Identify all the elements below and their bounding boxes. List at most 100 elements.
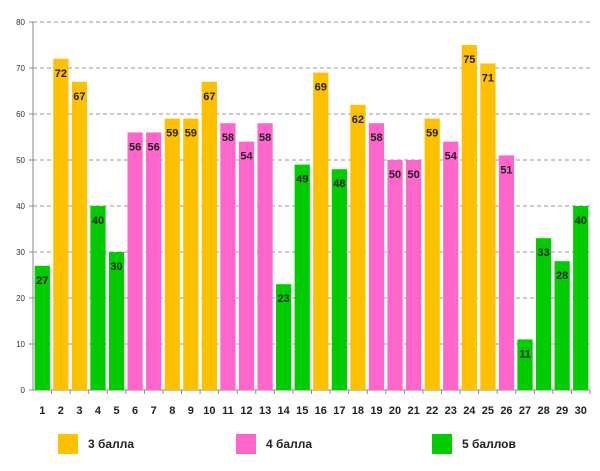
data-label: 75 <box>463 54 475 66</box>
x-tick-label: 25 <box>482 405 494 417</box>
y-tick-label: 30 <box>16 248 25 257</box>
x-tick-label: 1 <box>39 405 45 417</box>
x-tick-label: 26 <box>500 405 512 417</box>
legend-swatch-5-ballov <box>432 434 452 454</box>
y-tick-labels: 0 10 20 30 40 50 60 70 80 <box>16 18 25 395</box>
bar <box>90 206 106 390</box>
data-label: 54 <box>445 151 458 163</box>
legend-swatch-3-balla <box>58 434 78 454</box>
x-tick-label: 7 <box>151 405 157 417</box>
bar <box>108 252 125 390</box>
x-tick-label: 15 <box>296 405 308 417</box>
x-tick-label: 22 <box>426 405 438 417</box>
bar <box>183 118 199 390</box>
bar <box>573 206 589 390</box>
bar <box>498 155 515 390</box>
bar <box>220 123 236 390</box>
legend-label-3-balla: 3 балла <box>88 437 135 451</box>
x-tick-label: 18 <box>352 405 364 417</box>
bar <box>517 339 533 390</box>
bar <box>554 261 570 390</box>
data-label: 33 <box>537 247 549 259</box>
data-label: 50 <box>389 169 401 181</box>
data-label: 28 <box>556 270 568 282</box>
legend-item-3-balla: 3 балла <box>58 432 134 456</box>
x-tick-label: 29 <box>556 405 568 417</box>
x-tick-label: 11 <box>222 405 234 417</box>
bar <box>350 104 366 391</box>
bar <box>368 123 385 390</box>
data-label: 50 <box>407 169 419 181</box>
x-tick-label: 10 <box>203 405 215 417</box>
axes <box>29 21 591 394</box>
data-label: 56 <box>129 141 141 153</box>
bar <box>424 118 440 390</box>
x-tick-labels: 1 2 3 4 5 6 7 8 9 10 11 12 13 14 15 16 17 18 19 20 21 22 23 24 2… <box>39 405 587 417</box>
x-tick-label: 19 <box>370 405 382 417</box>
data-label: 56 <box>148 141 160 153</box>
bar <box>127 132 143 390</box>
data-label: 30 <box>110 261 122 273</box>
x-tick-label: 24 <box>463 405 476 417</box>
x-tick-label: 21 <box>407 405 419 417</box>
x-tick-label: 13 <box>259 405 271 417</box>
x-tick-label: 20 <box>389 405 401 417</box>
data-label: 48 <box>333 178 345 190</box>
x-tick-label: 4 <box>95 405 102 417</box>
bar <box>34 265 50 390</box>
bar <box>53 58 69 391</box>
y-tick-label: 80 <box>16 18 25 27</box>
bar <box>294 164 310 390</box>
data-label: 11 <box>519 348 531 360</box>
bar <box>146 132 162 390</box>
data-label: 59 <box>426 128 438 140</box>
bar <box>276 284 292 390</box>
data-label: 58 <box>370 132 382 144</box>
bar <box>201 81 217 391</box>
x-tick-label: 2 <box>58 405 64 417</box>
x-tick-label: 5 <box>113 405 119 417</box>
data-label: 54 <box>240 151 253 163</box>
y-tick-label: 70 <box>16 64 25 73</box>
x-tick-label: 14 <box>278 405 291 417</box>
data-label: 51 <box>500 164 512 176</box>
y-tick-label: 0 <box>21 386 26 395</box>
x-tick-label: 3 <box>76 405 82 417</box>
data-label: 40 <box>92 215 104 227</box>
bar <box>443 141 459 390</box>
bar <box>387 160 403 390</box>
bar <box>71 81 88 391</box>
x-tick-label: 27 <box>519 405 531 417</box>
y-tick-label: 50 <box>16 156 25 165</box>
bar <box>313 72 329 390</box>
y-tick-label: 60 <box>16 110 25 119</box>
x-tick-label: 23 <box>445 405 457 417</box>
x-tick-label: 8 <box>169 405 175 417</box>
data-label: 69 <box>315 82 327 94</box>
bar <box>164 118 180 390</box>
x-tick-label: 28 <box>537 405 549 417</box>
legend-label-5-ballov: 5 баллов <box>462 437 516 451</box>
gridlines <box>33 21 590 345</box>
bar <box>331 169 347 390</box>
data-label: 71 <box>482 72 494 84</box>
data-label: 62 <box>352 114 364 126</box>
x-tick-label: 30 <box>575 405 587 417</box>
bar <box>238 141 255 390</box>
y-tick-label: 20 <box>16 294 25 303</box>
bar <box>480 63 496 391</box>
bar <box>461 45 477 390</box>
data-label: 67 <box>73 91 85 103</box>
y-tick-label: 10 <box>16 340 25 349</box>
x-tick-label: 9 <box>188 405 194 417</box>
data-label: 27 <box>36 275 48 287</box>
x-tick-label: 16 <box>315 405 327 417</box>
x-tick-label: 12 <box>240 405 252 417</box>
bar <box>406 160 422 390</box>
data-label: 59 <box>185 128 197 140</box>
bar <box>535 238 552 390</box>
bars <box>34 45 589 391</box>
legend-item-5-ballov: 5 баллов <box>432 432 516 456</box>
